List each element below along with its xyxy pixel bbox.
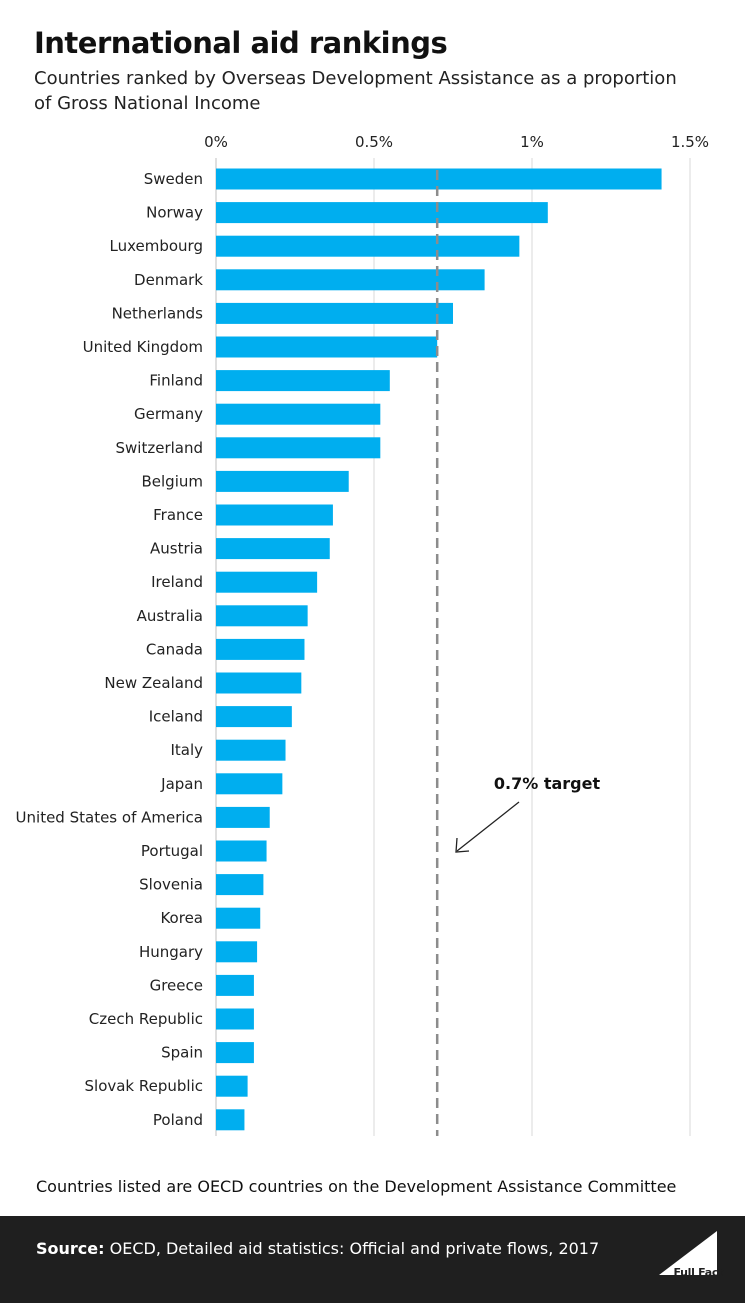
- bar[interactable]: [216, 538, 330, 560]
- bar[interactable]: [216, 202, 548, 224]
- category-label: Switzerland: [116, 439, 204, 457]
- bar[interactable]: [216, 806, 270, 828]
- bar[interactable]: [216, 874, 264, 896]
- bar[interactable]: [216, 1008, 254, 1030]
- x-tick-label: 0.5%: [355, 133, 393, 151]
- chart-subtitle: Countries ranked by Overseas Development…: [34, 68, 677, 114]
- source-label: Source:: [36, 1239, 105, 1258]
- category-label: Japan: [160, 775, 203, 793]
- bar[interactable]: [216, 840, 267, 862]
- category-label: Hungary: [139, 943, 203, 961]
- category-label: Sweden: [144, 170, 203, 188]
- category-label: France: [153, 506, 203, 524]
- bar[interactable]: [216, 336, 438, 358]
- category-label: Norway: [146, 204, 203, 222]
- bar[interactable]: [216, 907, 261, 929]
- bar[interactable]: [216, 706, 292, 728]
- annotation-arrow: [456, 801, 520, 852]
- logo-triangle-icon: [659, 1231, 717, 1275]
- category-label: Spain: [161, 1044, 203, 1062]
- category-label: Iceland: [149, 708, 203, 726]
- category-label: New Zealand: [104, 674, 203, 692]
- bar[interactable]: [216, 739, 286, 761]
- bar[interactable]: [216, 1042, 254, 1064]
- x-tick-label: 0%: [204, 133, 228, 151]
- source-line: Source: OECD, Detailed aid statistics: O…: [36, 1239, 599, 1258]
- category-label: Belgium: [142, 472, 204, 490]
- category-label: Poland: [153, 1111, 203, 1129]
- logo-text: Full Fact: [673, 1266, 723, 1279]
- bar[interactable]: [216, 504, 333, 526]
- category-label: Netherlands: [112, 304, 204, 322]
- bar[interactable]: [216, 437, 381, 459]
- bar[interactable]: [216, 370, 390, 392]
- full-fact-logo[interactable]: Full Fact: [657, 1231, 723, 1279]
- footnote: Countries listed are OECD countries on t…: [36, 1177, 677, 1196]
- category-label: Ireland: [151, 573, 203, 591]
- bar[interactable]: [216, 1075, 248, 1097]
- chart-title: International aid rankings: [34, 26, 448, 60]
- bar[interactable]: [216, 941, 258, 963]
- bar[interactable]: [216, 1109, 245, 1131]
- bar[interactable]: [216, 470, 349, 492]
- bar[interactable]: [216, 403, 381, 425]
- category-label: Slovenia: [139, 876, 203, 894]
- bar[interactable]: [216, 638, 305, 660]
- category-label: Greece: [150, 976, 203, 994]
- category-label: Finland: [149, 372, 203, 390]
- category-label: Korea: [160, 909, 203, 927]
- category-label: Portugal: [141, 842, 203, 860]
- bar[interactable]: [216, 605, 308, 627]
- category-label: Slovak Republic: [85, 1077, 204, 1095]
- bar[interactable]: [216, 302, 453, 324]
- arrow-head-icon: [455, 837, 470, 853]
- bar[interactable]: [216, 168, 662, 190]
- category-label: Austria: [150, 540, 203, 558]
- footer: Source: OECD, Detailed aid statistics: O…: [0, 1216, 745, 1303]
- bar[interactable]: [216, 235, 520, 257]
- target-annotation: 0.7% target: [494, 774, 601, 793]
- bar[interactable]: [216, 974, 254, 996]
- bar[interactable]: [216, 571, 318, 593]
- source-text: OECD, Detailed aid statistics: Official …: [104, 1239, 600, 1258]
- category-label: United States of America: [16, 808, 203, 826]
- x-tick-label: 1%: [520, 133, 544, 151]
- category-label: Czech Republic: [89, 1010, 203, 1028]
- category-label: Denmark: [134, 271, 203, 289]
- bar[interactable]: [216, 672, 302, 694]
- x-tick-label: 1.5%: [671, 133, 709, 151]
- category-label: United Kingdom: [83, 338, 203, 356]
- bar-chart: 0% 0.5% 1% 1.5% Sweden Norway Luxembourg Denmar…: [16, 133, 709, 1136]
- category-label: Italy: [170, 741, 203, 759]
- category-label: Luxembourg: [110, 237, 204, 255]
- category-label: Germany: [134, 405, 203, 423]
- bar[interactable]: [216, 269, 485, 291]
- category-label: Canada: [146, 640, 203, 658]
- category-label: Australia: [137, 607, 203, 625]
- bar[interactable]: [216, 773, 283, 795]
